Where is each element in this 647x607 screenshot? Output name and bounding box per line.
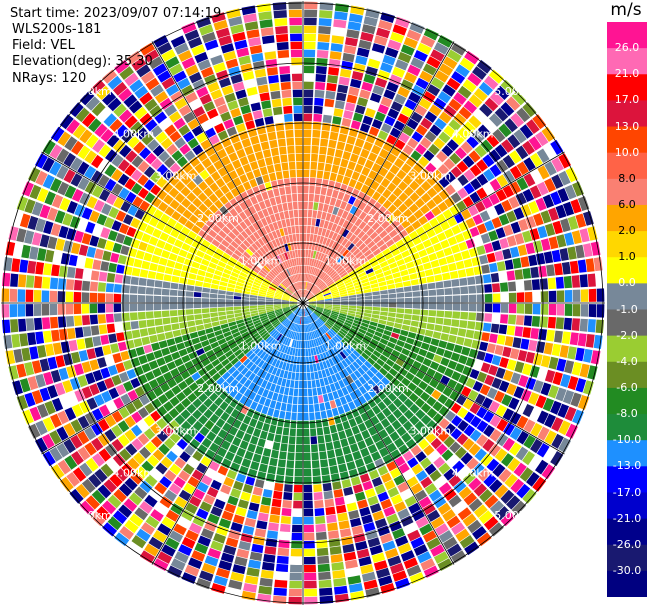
colorbar-tick-label: -17.0 [612, 485, 642, 499]
colorbar-swatch [607, 570, 647, 597]
colorbar-swatch [607, 414, 647, 441]
colorbar-swatch [607, 492, 647, 520]
colorbar-swatch [607, 22, 647, 49]
colorbar-swatch [607, 152, 647, 180]
range-ring-label: 2.00km [197, 212, 239, 225]
range-ring-label: 4.00km [452, 127, 494, 140]
colorbar-swatch [607, 544, 647, 572]
range-ring-label: 5.00km [70, 85, 112, 98]
colorbar-swatch [607, 74, 647, 101]
field-text: Field: VEL [12, 38, 75, 53]
colorbar-swatch [607, 257, 647, 284]
range-ring-label: 4.00km [113, 467, 155, 480]
colorbar-swatch [607, 204, 647, 232]
colorbar-tick-label: 17.0 [614, 93, 640, 107]
range-ring-label: 4.00km [113, 127, 155, 140]
colorbar-tick-label: 10.0 [614, 145, 640, 159]
colorbar-tick-label: -30.0 [612, 563, 642, 577]
instrument-text: WLS200s-181 [12, 22, 102, 37]
colorbar-tick-label: -10.0 [612, 433, 642, 447]
range-ring-label: 2.00km [197, 382, 239, 395]
colorbar-swatch [607, 335, 647, 363]
colorbar-swatch [607, 361, 647, 389]
colorbar-swatch [607, 126, 647, 154]
colorbar-tick-label: -6.0 [616, 380, 638, 394]
colorbar-swatch [607, 283, 647, 310]
range-ring-label: 1.00km [325, 339, 367, 352]
colorbar-swatch [607, 100, 647, 128]
range-ring-label: 1.00km [240, 255, 282, 268]
colorbar-swatch [607, 440, 647, 467]
range-ring-label: 3.00km [410, 170, 452, 183]
colorbar-swatch [607, 231, 647, 258]
colorbar-tick-label: -21.0 [612, 511, 642, 525]
colorbar-tick-label: -26.0 [612, 537, 642, 551]
colorbar-tick-label: -13.0 [612, 459, 642, 473]
nrays-text: NRays: 120 [12, 71, 87, 86]
colorbar-unit: m/s [610, 0, 642, 20]
range-ring-label: 3.00km [155, 424, 197, 437]
colorbar [607, 22, 647, 597]
colorbar-tick-label: -1.0 [616, 302, 638, 316]
colorbar-tick-label: 2.0 [618, 224, 636, 238]
range-ring-label: 2.00km [367, 382, 409, 395]
start-time-text: Start time: 2023/09/07 07:14:19 [10, 6, 222, 21]
colorbar-swatch [607, 48, 647, 75]
colorbar-tick-label: 0.0 [618, 276, 636, 290]
range-ring-label: 5.00km [494, 85, 536, 98]
colorbar-tick-label: 8.0 [618, 171, 636, 185]
range-ring-label: 5.00km [494, 509, 536, 522]
elevation-text: Elevation(deg): 35.30 [12, 54, 153, 69]
colorbar-tick-label: 6.0 [618, 198, 636, 211]
range-ring-label: 3.00km [410, 424, 452, 437]
range-ring-label: 4.00km [452, 467, 494, 480]
colorbar-swatch [607, 178, 647, 206]
range-ring-label: 3.00km [155, 170, 197, 183]
range-ring-label: 1.00km [240, 339, 282, 352]
range-ring-label: 1.00km [325, 255, 367, 268]
colorbar-swatch [607, 309, 647, 337]
colorbar-swatch [607, 466, 647, 493]
range-ring-label: 2.00km [367, 212, 409, 225]
colorbar-tick-label: -8.0 [616, 407, 638, 420]
colorbar-tick-label: 26.0 [614, 41, 640, 55]
colorbar-tick-label: 1.0 [618, 250, 636, 264]
colorbar-tick-label: 21.0 [614, 67, 640, 81]
colorbar-tick-label: -4.0 [616, 354, 638, 368]
colorbar-tick-label: -2.0 [616, 328, 638, 342]
colorbar-tick-label: 13.0 [614, 119, 640, 133]
range-ring-label: 5.00km [70, 509, 112, 522]
colorbar-swatch [607, 387, 647, 415]
colorbar-swatch [607, 518, 647, 546]
